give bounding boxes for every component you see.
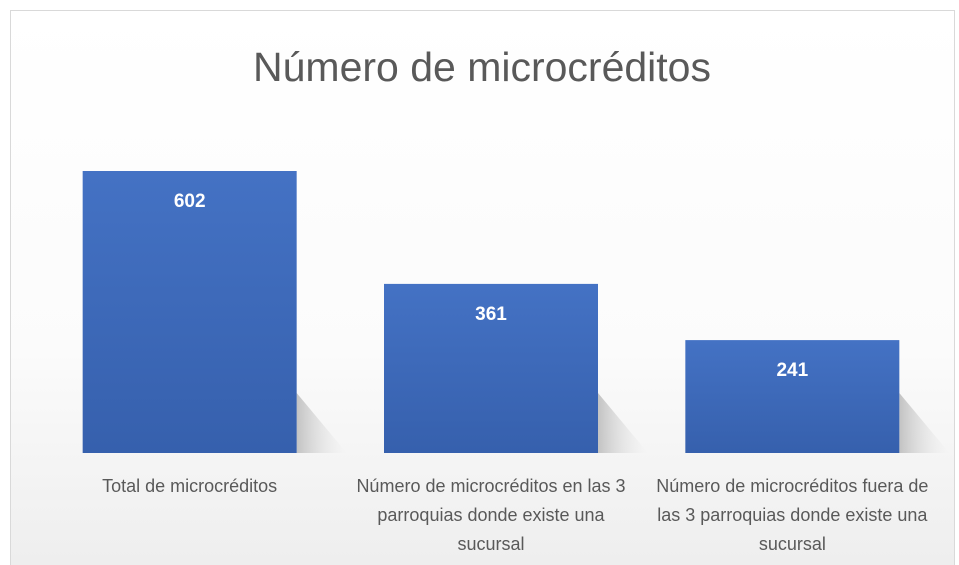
bar-shadow [899,393,950,453]
bar [685,340,900,453]
bar-shadow [598,393,648,453]
x-tick-label: Número de microcréditos fuera de las 3 p… [656,476,929,554]
x-tick-label: Total de microcréditos [102,476,278,496]
chart-title: Número de microcréditos [253,44,711,90]
data-label: 241 [776,360,808,381]
bar [384,283,598,453]
bar-shadow [296,393,347,453]
x-tick-label: Número de microcréditos en las 3 parroqu… [356,476,626,554]
data-label: 361 [475,304,507,325]
bar [82,171,297,453]
data-label: 602 [174,191,206,212]
